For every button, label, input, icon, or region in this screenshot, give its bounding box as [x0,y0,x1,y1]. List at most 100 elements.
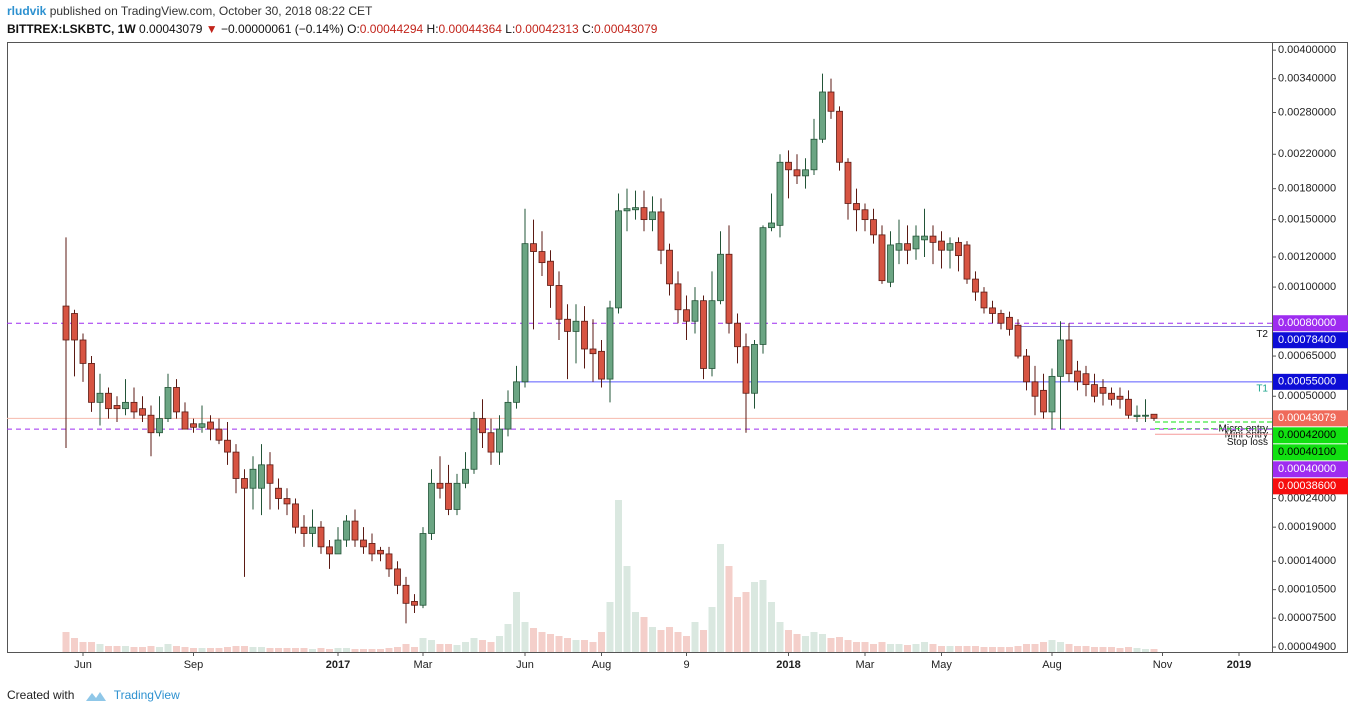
level-note: Stop loss [1227,437,1268,448]
volume-bar [71,638,78,652]
volume-bar [870,644,877,652]
level-label: 0.00040100 [1278,446,1336,458]
candle-body [666,249,673,285]
candle-body [810,138,818,171]
volume-bar [717,544,724,652]
volume-bar [564,638,571,652]
candle-body [827,91,835,112]
volume-bar [368,649,376,652]
volume-bar [802,636,809,652]
volume-bar [1150,649,1158,652]
candle-body [156,418,163,434]
level-label: 0.00080000 [1278,317,1336,329]
volume-bar [997,647,1005,652]
volume-bar [751,582,758,652]
y-tick-label: 0.00220000 [1278,148,1336,160]
volume-bar [377,649,384,652]
volume-bar [666,627,673,652]
candle-body [207,421,214,430]
candle-body [190,423,197,428]
volume-bar [385,648,393,652]
candle-body [615,210,622,309]
x-tick-label: 2017 [326,659,350,671]
volume-bar [725,566,733,652]
x-tick-label: 9 [683,659,689,671]
x-tick-label: Nov [1153,659,1173,671]
candle-body [895,243,903,251]
candle-body [419,533,427,606]
candle-body [249,468,257,489]
level-badge [1273,373,1348,390]
volume-bar [462,642,469,652]
y-tick-label: 0.00340000 [1278,73,1336,85]
candle-body [768,222,775,229]
candle-body [1099,387,1107,394]
candle-body [173,387,180,413]
author[interactable]: rludvik [7,4,47,18]
y-tick-label: 0.00014000 [1278,555,1336,567]
candle-body [164,387,172,419]
y-tick-label: 0.00120000 [1278,251,1336,263]
level-label: 0.00078400 [1278,334,1336,346]
volume-bar [827,638,835,652]
volume-bar [215,648,223,652]
volume-bar [980,647,988,652]
volume-bar [105,646,112,652]
volume-bar [411,647,418,652]
candle-body [989,307,996,314]
candle-body [700,300,707,369]
brand[interactable]: TradingView [113,688,180,702]
y-tick-label: 0.00004900 [1278,641,1336,653]
volume-bar [513,592,520,652]
candle-body [79,339,87,364]
candle-body [1116,395,1124,400]
candle-body [929,235,937,243]
level-label: 0.00040000 [1278,463,1336,475]
level-note: T2 [1256,329,1268,340]
candle-body [1082,373,1090,386]
x-tick-label: Jun [516,659,534,671]
volume-bar [173,646,180,652]
volume-bar [912,644,920,652]
candle-body [1014,324,1022,357]
candle-body [275,487,282,499]
volume-bar [487,642,495,652]
volume-bar [300,648,308,652]
volume-bar [904,645,911,652]
volume-bar [691,622,699,652]
volume-bar [742,592,750,652]
candle-body [1023,355,1030,383]
candle-body [88,363,95,403]
ohlc-label: L: [505,22,516,36]
x-tick-label: Mar [856,659,875,671]
volume-bar [428,640,435,652]
created-with: Created with [7,688,75,702]
y-tick-label: 0.00100000 [1278,281,1336,293]
candle-body [309,526,316,534]
volume-bar [402,644,410,652]
ohlc-label: C: [582,22,595,36]
ohlc-value: 0.00044364 [438,22,502,36]
candle-body [1091,384,1098,397]
candle-body [428,482,435,534]
volume-bar [1014,646,1022,652]
x-tick-label: May [931,659,952,671]
x-tick-label: 2019 [1227,659,1251,671]
candle-body [921,235,928,241]
level-badge [1273,332,1348,349]
candle-body [521,243,529,383]
ohlc-value: 0.00043079 [594,22,658,36]
volume-bar [1057,642,1064,652]
candle-body [691,300,699,322]
candle-body [1125,398,1132,416]
candle-body [581,320,588,350]
candle-body [1040,389,1047,413]
candle-body [130,401,138,413]
volume-bar [326,649,333,652]
volume-bar [700,630,707,652]
volume-bar [207,648,214,652]
y-tick-label: 0.00019000 [1278,521,1336,533]
candle-body [759,227,767,345]
candle-body [1048,375,1056,413]
candle-body [606,307,614,380]
